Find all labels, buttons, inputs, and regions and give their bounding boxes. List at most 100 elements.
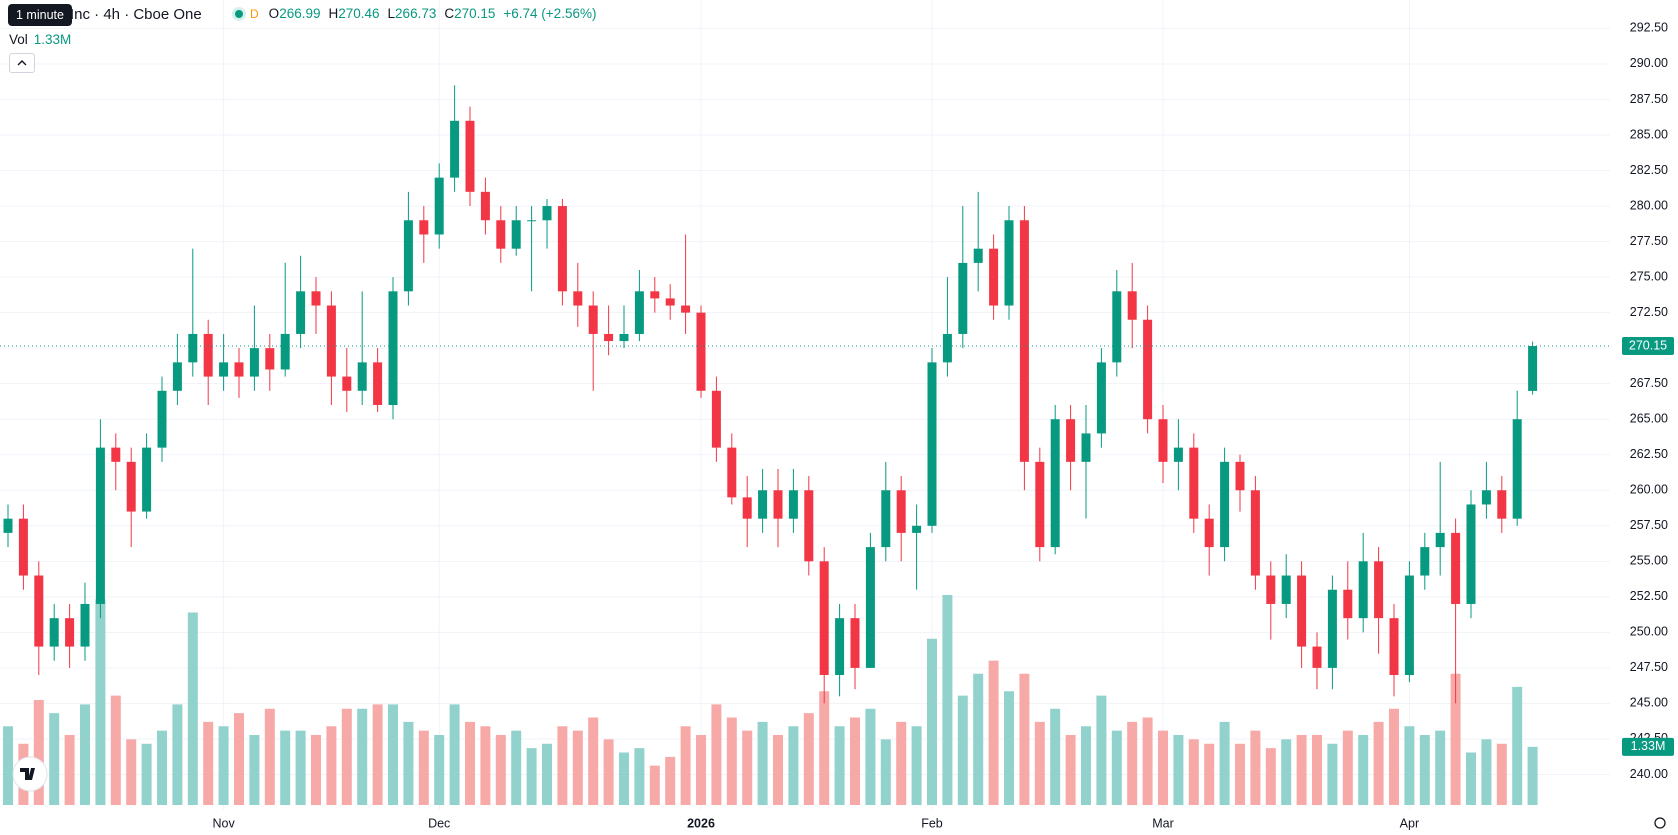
- candle-body: [234, 362, 244, 377]
- x-tick-label: 2026: [687, 816, 715, 830]
- candle-body: [1004, 220, 1014, 306]
- candle-body: [1343, 589, 1353, 619]
- volume-bar: [1250, 730, 1261, 805]
- volume-bar: [203, 721, 214, 805]
- candle-body: [1481, 490, 1491, 505]
- candle-body: [342, 376, 352, 391]
- volume-bar: [542, 743, 552, 805]
- volume-bar: [1173, 735, 1184, 805]
- volume-bar: [1265, 748, 1276, 805]
- candle-body: [604, 333, 614, 342]
- candle-body: [742, 497, 752, 519]
- candle-body: [1220, 461, 1230, 548]
- change-value: +6.74 (+2.56%): [503, 6, 597, 21]
- volume-bar: [357, 708, 368, 805]
- collapse-button[interactable]: [9, 53, 35, 73]
- interval-badge: D: [250, 6, 259, 21]
- candle-body: [634, 291, 644, 334]
- volume-bar: [1019, 673, 1030, 805]
- candle-body: [18, 518, 28, 576]
- candle-body: [527, 220, 537, 222]
- low-value: 266.73: [395, 6, 437, 21]
- volume-bar: [957, 695, 968, 805]
- y-tick-label: 287.50: [1630, 92, 1668, 106]
- logo-mark: [20, 768, 35, 780]
- candle-body: [419, 220, 429, 235]
- y-tick-label: 285.00: [1630, 127, 1668, 141]
- candle-body: [65, 618, 75, 647]
- symbol: Inc · 4h · Cboe One: [70, 6, 202, 23]
- volume-bar: [773, 735, 783, 805]
- volume-bar: [1404, 726, 1415, 805]
- volume-value: 1.33M: [33, 32, 72, 47]
- candle-body: [126, 461, 136, 512]
- volume-bar: [588, 717, 599, 805]
- volume-bar: [1373, 721, 1384, 805]
- candle-body: [1435, 532, 1445, 548]
- volume-bar: [634, 748, 645, 805]
- volume-bar: [326, 726, 337, 805]
- volume-bar: [1096, 695, 1107, 805]
- volume-bar: [1004, 691, 1014, 805]
- ohlc-legend: D O 266.99 H 270.46 L 266.73 C 270.15 +6…: [222, 6, 596, 21]
- candle-body: [1466, 504, 1476, 604]
- volume-bar: [1342, 730, 1353, 805]
- candle-body: [434, 177, 444, 235]
- tooltip: 1 minute: [8, 4, 72, 26]
- volume-bar: [942, 595, 953, 805]
- volume-bar: [49, 713, 60, 805]
- volume-bar: [1481, 739, 1492, 805]
- volume-bar: [1358, 735, 1369, 805]
- volume-bar: [295, 730, 306, 805]
- candle-body: [1512, 419, 1522, 519]
- candle-body: [1250, 490, 1260, 576]
- candle-body: [373, 362, 383, 405]
- candle-body: [1281, 575, 1291, 604]
- volume-bar: [696, 735, 706, 805]
- volume-bar: [403, 721, 414, 805]
- volume-bar: [218, 726, 229, 805]
- y-tick-label: 240.00: [1630, 767, 1668, 781]
- volume-bar: [1450, 673, 1461, 805]
- volume-bar: [1466, 752, 1476, 805]
- y-tick-label: 272.50: [1630, 305, 1668, 319]
- candle-body: [142, 447, 152, 512]
- candle-body: [1235, 461, 1245, 491]
- candle-body: [357, 362, 367, 391]
- y-tick-label: 275.00: [1630, 269, 1668, 283]
- volume-tag: [1622, 737, 1674, 756]
- volume-bar: [603, 739, 614, 805]
- y-tick-label: 257.50: [1630, 518, 1668, 532]
- volume-bar: [480, 726, 491, 805]
- volume-bar: [1219, 721, 1230, 805]
- y-tick-label: 250.00: [1630, 625, 1668, 639]
- volume-bar: [834, 726, 845, 805]
- candle-body: [927, 362, 937, 526]
- candle-body: [3, 518, 13, 533]
- volume-bar: [465, 721, 475, 805]
- candle-body: [850, 618, 860, 668]
- volume-bar: [449, 704, 460, 805]
- volume-bar: [1065, 735, 1076, 805]
- volume-bar: [388, 704, 398, 805]
- candle-body: [1158, 419, 1168, 462]
- x-tick-label: Nov: [212, 816, 235, 830]
- candle-body: [819, 561, 829, 675]
- volume-bar: [819, 691, 830, 805]
- volume-bar: [1111, 730, 1122, 805]
- candle-body: [311, 291, 321, 306]
- candle-body: [727, 447, 737, 498]
- candle-body: [249, 348, 259, 377]
- candle-body: [1451, 532, 1461, 604]
- volume-bar: [649, 765, 660, 805]
- volume-bar: [372, 704, 383, 805]
- volume-bar: [803, 713, 814, 805]
- candle-body: [1297, 575, 1307, 647]
- volume-bar: [3, 726, 13, 805]
- y-tick-label: 265.00: [1630, 412, 1668, 426]
- candle-body: [1312, 646, 1322, 668]
- candle-body: [388, 291, 398, 405]
- settings-icon: [1654, 817, 1666, 829]
